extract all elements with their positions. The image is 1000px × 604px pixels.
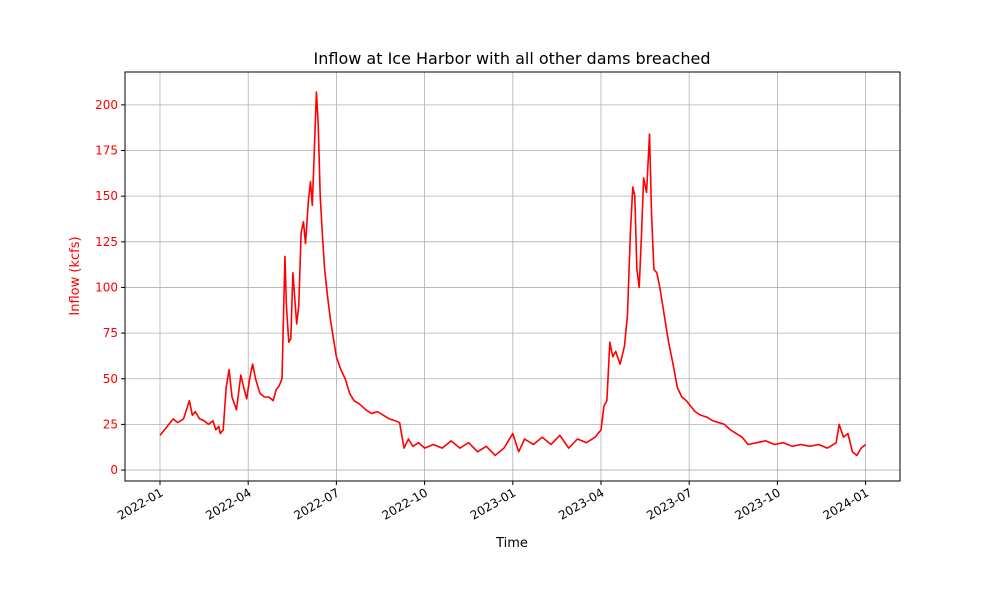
x-tick-label: 2022-07 bbox=[291, 485, 341, 522]
x-tick-label: 2022-01 bbox=[115, 485, 165, 522]
x-tick-label: 2023-04 bbox=[556, 485, 606, 522]
y-tick-label: 75 bbox=[103, 326, 118, 340]
y-tick-label: 100 bbox=[95, 280, 118, 294]
x-tick-label: 2022-04 bbox=[203, 485, 253, 522]
y-tick-label: 150 bbox=[95, 189, 118, 203]
x-axis-label: Time bbox=[495, 536, 528, 551]
y-tick-label: 175 bbox=[95, 144, 118, 158]
x-tick-label: 2023-07 bbox=[644, 485, 694, 522]
y-tick-label: 50 bbox=[103, 372, 118, 386]
x-tick-label: 2023-10 bbox=[732, 485, 782, 522]
data-line bbox=[159, 91, 867, 457]
plot-frame bbox=[124, 71, 901, 482]
chart-title: Inflow at Ice Harbor with all other dams… bbox=[314, 49, 711, 68]
y-tick-label: 125 bbox=[95, 235, 118, 249]
x-tick-label: 2024-01 bbox=[821, 485, 871, 522]
y-tick-label: 0 bbox=[110, 463, 118, 477]
y-axis-label: Inflow (kcfs) bbox=[68, 236, 83, 315]
y-tick-label: 200 bbox=[95, 98, 118, 112]
x-tick-label: 2023-01 bbox=[468, 485, 518, 522]
y-tick-label: 25 bbox=[103, 417, 118, 431]
x-tick-label: 2022-10 bbox=[380, 485, 430, 522]
